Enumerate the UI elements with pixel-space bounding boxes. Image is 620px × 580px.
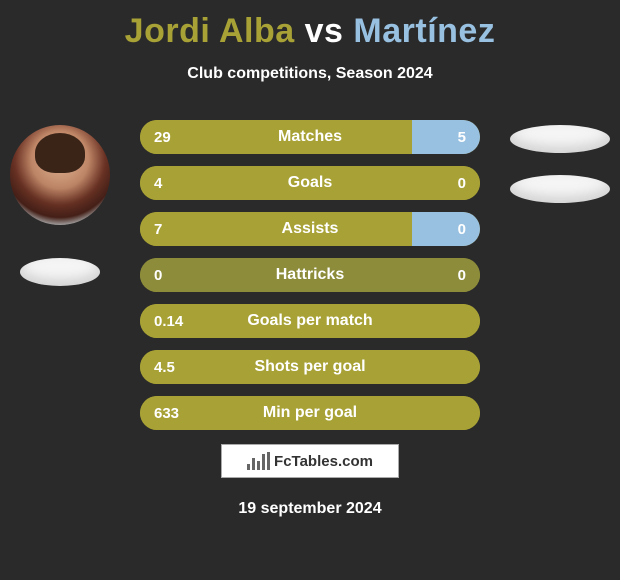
stat-bar-left — [140, 304, 480, 338]
page-title: Jordi Alba vs Martínez — [0, 0, 620, 51]
stat-bar-left — [140, 120, 412, 154]
stat-bar-left — [140, 166, 480, 200]
stat-value-left: 4 — [154, 166, 162, 200]
footer-date: 19 september 2024 — [0, 500, 620, 518]
stat-value-left: 29 — [154, 120, 171, 154]
source-logo: FcTables.com — [221, 444, 399, 478]
stat-bar-right — [412, 120, 480, 154]
player-right-placeholder-oval-2 — [510, 175, 610, 203]
stat-value-left: 4.5 — [154, 350, 175, 384]
chart-icon — [247, 452, 270, 470]
stat-value-right: 0 — [458, 166, 466, 200]
stat-row: 633Min per goal — [140, 396, 480, 430]
stat-bar-right — [412, 212, 480, 246]
stat-row: 295Matches — [140, 120, 480, 154]
stat-value-right: 0 — [458, 212, 466, 246]
stat-row: 00Hattricks — [140, 258, 480, 292]
stat-value-right: 0 — [458, 258, 466, 292]
stat-row: 0.14Goals per match — [140, 304, 480, 338]
player-left-avatar — [10, 125, 110, 225]
stat-rows: 295Matches40Goals70Assists00Hattricks0.1… — [140, 120, 480, 442]
stat-value-left: 0 — [154, 258, 162, 292]
stat-row: 4.5Shots per goal — [140, 350, 480, 384]
player-right-placeholder-oval-1 — [510, 125, 610, 153]
stat-bar-left — [140, 212, 412, 246]
stat-value-right: 5 — [458, 120, 466, 154]
stat-value-left: 633 — [154, 396, 179, 430]
stat-bar-left — [140, 258, 480, 292]
title-player-right: Martínez — [353, 12, 495, 50]
stat-value-left: 0.14 — [154, 304, 183, 338]
stat-row: 70Assists — [140, 212, 480, 246]
stat-row: 40Goals — [140, 166, 480, 200]
stat-bar-left — [140, 396, 480, 430]
title-player-left: Jordi Alba — [125, 12, 295, 50]
page-subtitle: Club competitions, Season 2024 — [0, 65, 620, 83]
title-vs: vs — [305, 12, 344, 50]
source-logo-text: FcTables.com — [274, 453, 373, 470]
stat-value-left: 7 — [154, 212, 162, 246]
player-left-placeholder-oval — [20, 258, 100, 286]
stat-bar-left — [140, 350, 480, 384]
